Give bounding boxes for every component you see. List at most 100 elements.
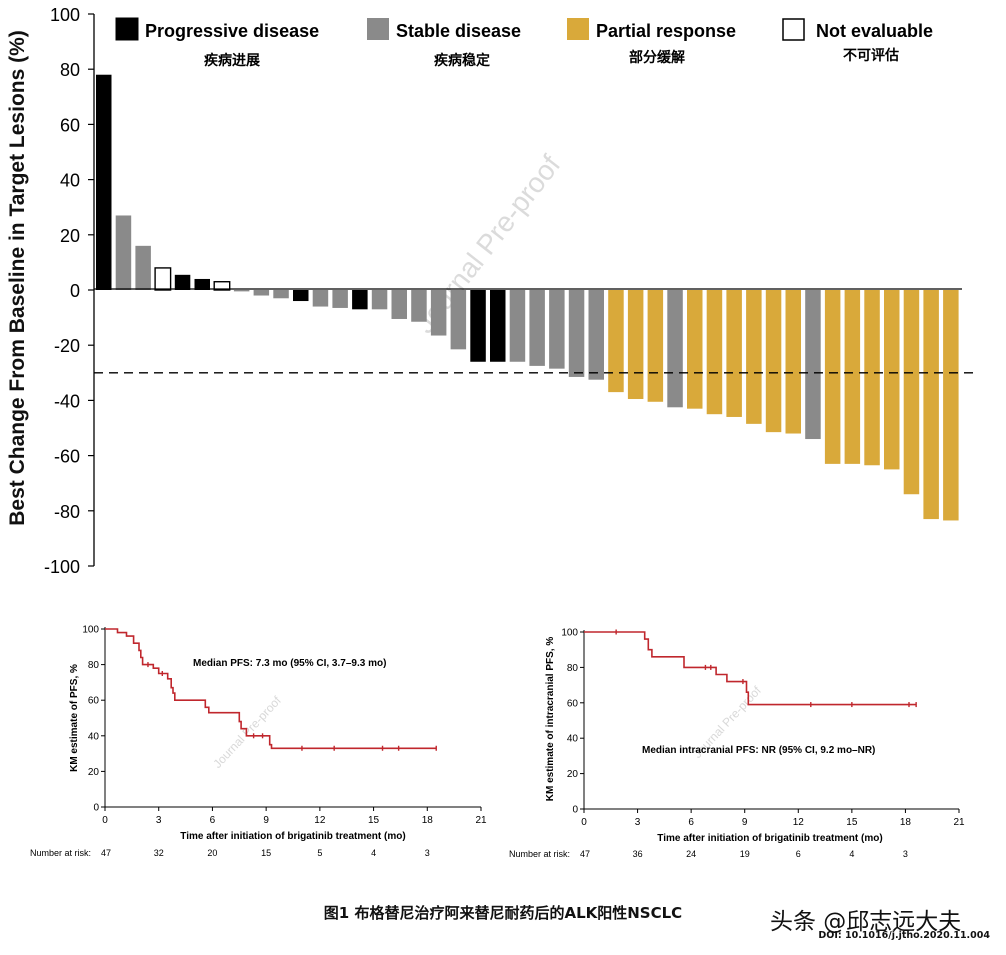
km2-y-axis-label: KM estimate of intracranial PFS, % [545,637,556,802]
waterfall-y-tick-label: 40 [60,171,80,191]
waterfall-bar [529,290,545,366]
legend-label-sd-zh: 疾病稳定 [434,52,490,68]
risk-label: Number at risk: [509,849,570,859]
km-y-tick-label: 60 [567,698,579,709]
risk-number: 3 [903,849,908,859]
waterfall-bar [844,290,861,464]
legend-swatch-sd [367,18,389,40]
legend-item-pd: Progressive disease 疾病进展 [115,17,319,68]
brand-watermark: 头条 @邱志远大夫 [770,909,962,935]
waterfall-bar [687,290,703,409]
km1-watermark: Journal Pre-proof [210,693,284,771]
km-y-tick-label: 20 [88,767,100,778]
waterfall-y-tick-label: 100 [50,5,80,25]
waterfall-y-tick-label: -60 [54,447,80,467]
km-y-tick-label: 40 [88,731,100,742]
waterfall-bar [450,290,467,350]
legend-item-ne: Not evaluable 不可评估 [782,18,933,63]
risk-number: 47 [580,849,590,859]
waterfall-bar [549,290,565,369]
waterfall-bar [352,290,368,310]
legend-label-sd: Stable disease [396,21,521,41]
legend-label-pd: Progressive disease [145,21,319,41]
km-x-tick-label: 15 [368,815,380,826]
legend-item-pr: Partial response 部分缓解 [567,18,736,65]
km-y-tick-label: 40 [567,734,579,745]
km2-x-axis-label: Time after initiation of brigatinib trea… [657,833,882,844]
doi-text: DOI: 10.1016/j.jtho.2020.11.004 [818,930,990,941]
waterfall-bar [411,290,427,322]
legend-swatch-ne [782,18,805,41]
km-x-tick-label: 3 [156,815,162,826]
km-y-tick-label: 60 [88,696,100,707]
waterfall-bar [667,290,683,408]
km-y-tick-label: 0 [572,805,578,816]
km1-curve [105,628,437,751]
figure-caption: 图1 布格替尼治疗阿来替尼耐药后的ALK阳性NSCLC [323,904,683,922]
waterfall-bar [943,290,959,521]
km-x-tick-label: 3 [635,817,641,828]
km-x-tick-label: 9 [263,815,269,826]
waterfall-y-axis-label: Best Change From Baseline in Target Lesi… [6,30,29,526]
legend-label-pd-zh: 疾病进展 [204,52,260,68]
km-intracranial-pfs-chart: Journal Pre-proof KM estimate of intracr… [509,628,965,860]
waterfall-bar [824,290,841,464]
risk-number: 24 [686,849,696,859]
waterfall-bar [154,267,172,291]
waterfall-bar [864,290,880,466]
waterfall-bar [490,290,506,362]
waterfall-bar [273,290,289,299]
waterfall-bar [332,290,348,308]
km-x-tick-label: 6 [688,817,694,828]
km-x-tick-label: 9 [742,817,748,828]
km-y-tick-label: 80 [88,660,100,671]
risk-label: Number at risk: [30,848,91,858]
risk-number: 36 [633,849,643,859]
km1-x-axis-label: Time after initiation of brigatinib trea… [180,831,405,842]
waterfall-y-ticks: 100 80 60 40 20 0 -20 -40 -60 -80 -100 [44,5,94,577]
km-x-tick-label: 18 [422,815,434,826]
km-x-tick-label: 21 [475,815,487,826]
waterfall-bar [588,290,604,380]
waterfall-bar [233,290,250,292]
legend-label-pr-zh: 部分缓解 [629,49,685,65]
waterfall-bar [96,74,112,290]
km-x-tick-label: 21 [953,817,965,828]
km-x-tick-label: 6 [210,815,216,826]
waterfall-bar [706,290,723,415]
km-x-tick-label: 18 [900,817,912,828]
waterfall-y-tick-label: -80 [54,502,80,522]
km-y-tick-label: 80 [567,663,579,674]
waterfall-bar [923,290,939,520]
risk-number: 5 [317,848,322,858]
km-y-tick-label: 100 [82,625,99,636]
waterfall-y-tick-label: -100 [44,557,80,577]
km-x-tick-label: 12 [314,815,326,826]
km-step-line [584,631,917,706]
risk-number: 3 [425,848,430,858]
risk-number: 4 [849,849,854,859]
legend-label-ne-zh: 不可评估 [843,47,899,63]
km-x-tick-label: 0 [581,817,587,828]
waterfall-bar [785,290,801,434]
waterfall-bar [903,290,920,495]
waterfall-y-tick-label: -20 [54,336,80,356]
waterfall-y-tick-label: 80 [60,60,80,80]
km2-risk-table: Number at risk: 47 36 24 19 6 4 3 [509,849,908,859]
waterfall-bars [96,74,959,521]
km-x-tick-label: 15 [846,817,858,828]
risk-number: 32 [154,848,164,858]
risk-number: 15 [261,848,271,858]
risk-number: 6 [796,849,801,859]
waterfall-bar [430,290,447,336]
waterfall-y-tick-label: -40 [54,391,80,411]
waterfall-bar [371,290,388,310]
waterfall-bar [568,290,585,377]
waterfall-bar [470,290,486,362]
waterfall-bar [805,290,821,440]
waterfall-chart: Journal Pre-proof Best Change From Basel… [6,5,975,577]
waterfall-y-tick-label: 60 [60,115,80,135]
waterfall-y-tick-label: 20 [60,226,80,246]
legend-swatch-pd [115,17,139,41]
km1-axes: 0 20 40 60 80 100 0 3 6 9 12 15 18 21 [82,625,487,827]
